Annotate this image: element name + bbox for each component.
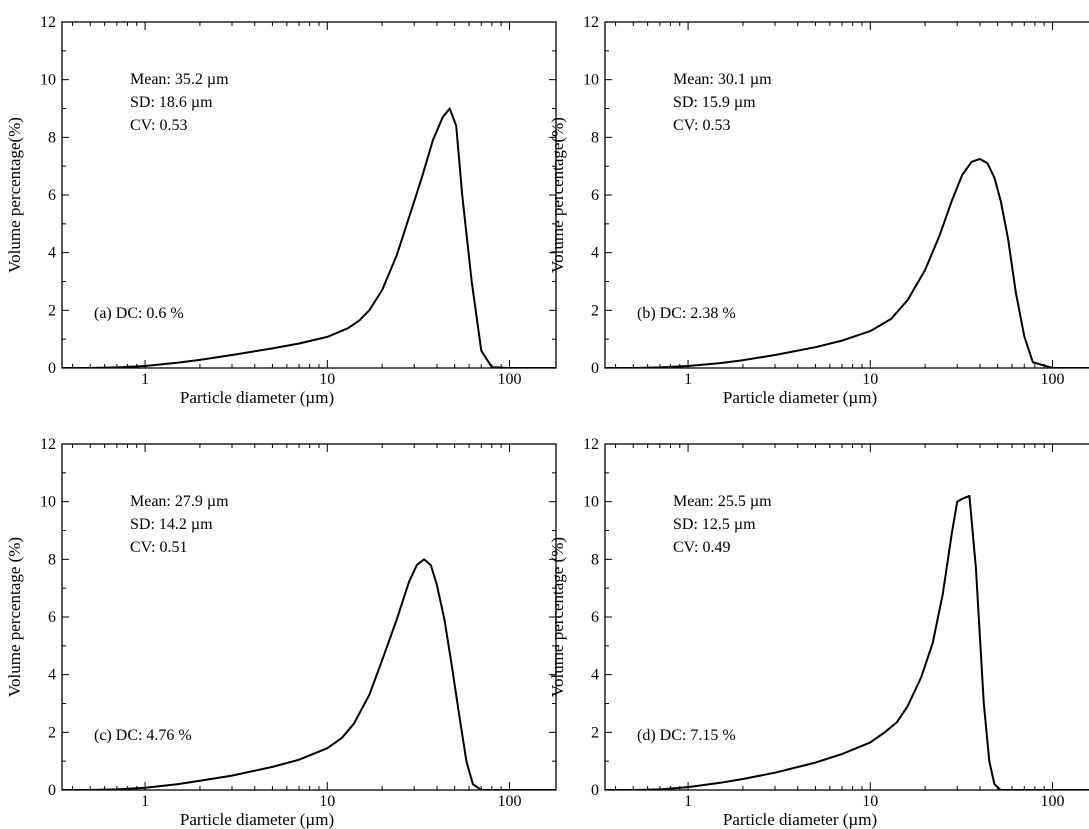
x-axis-label: Particle diameter (µm) — [180, 388, 334, 407]
panel-c: 0 2 4 6 8 10 12 1 10 100 Particle diameter (µm) Vol… — [5, 436, 557, 829]
distribution-curve — [605, 494, 1089, 790]
y-tick-label: 0 — [48, 360, 56, 377]
distribution-curve — [62, 107, 556, 368]
stats-annotation: Mean: 30.1 µm — [673, 71, 772, 88]
stats-annotation: Mean: 35.2 µm — [130, 71, 229, 88]
x-tick-label: 1 — [141, 371, 149, 388]
y-tick-label: 0 — [591, 360, 599, 377]
distribution-curve — [605, 158, 1089, 368]
x-tick-label: 100 — [497, 793, 521, 810]
dc-label: (b) DC: 2.38 % — [637, 305, 736, 322]
panel-a: 0 2 4 6 8 10 12 1 10 100 Particle diameter (µm) Vol… — [5, 14, 557, 407]
dc-label: (a) DC: 0.6 % — [94, 305, 184, 322]
x-axis-label: Particle diameter (µm) — [723, 810, 877, 829]
x-tick-label: 10 — [862, 371, 878, 388]
x-tick-label: 1 — [684, 371, 692, 388]
y-tick-label: 6 — [48, 609, 56, 626]
y-tick-label: 0 — [48, 782, 56, 799]
stats-annotation: Mean: 27.9 µm — [130, 493, 229, 510]
y-tick-label: 0 — [591, 782, 599, 799]
stats-annotation: SD: 18.6 µm — [130, 94, 213, 111]
y-tick-label: 10 — [583, 72, 599, 89]
dc-label: (d) DC: 7.15 % — [637, 727, 736, 744]
stats-annotation: SD: 12.5 µm — [673, 516, 756, 533]
y-axis-label: Volume percentage(%) — [5, 117, 24, 273]
y-tick-label: 10 — [583, 494, 599, 511]
y-tick-label: 4 — [48, 245, 56, 262]
y-axis-label: Volume percentage(%) — [548, 117, 567, 273]
x-tick-label: 100 — [497, 371, 521, 388]
y-tick-label: 2 — [48, 302, 56, 319]
y-tick-label: 8 — [591, 551, 599, 568]
y-tick-label: 2 — [591, 724, 599, 741]
y-tick-label: 4 — [591, 667, 599, 684]
x-tick-label: 100 — [1040, 793, 1064, 810]
stats-annotation: CV: 0.53 — [130, 117, 187, 134]
y-tick-label: 12 — [40, 14, 56, 31]
panel-d: 0 2 4 6 8 10 12 1 10 100 Particle diameter (µm) Vol… — [548, 436, 1089, 829]
y-tick-label: 2 — [591, 302, 599, 319]
x-tick-label: 10 — [862, 793, 878, 810]
y-tick-label: 12 — [40, 436, 56, 453]
x-tick-label: 10 — [319, 793, 335, 810]
y-tick-label: 8 — [48, 129, 56, 146]
y-tick-label: 4 — [591, 245, 599, 262]
distribution-curve — [62, 558, 556, 790]
y-axis-label: Volume percentage (%) — [5, 537, 24, 697]
x-tick-label: 1 — [684, 793, 692, 810]
stats-annotation: SD: 14.2 µm — [130, 516, 213, 533]
stats-annotation: SD: 15.9 µm — [673, 94, 756, 111]
y-tick-label: 6 — [48, 187, 56, 204]
y-tick-label: 12 — [583, 436, 599, 453]
y-tick-label: 8 — [591, 129, 599, 146]
y-axis-label: Volume percentage (%) — [548, 537, 567, 697]
y-tick-label: 2 — [48, 724, 56, 741]
dc-label: (c) DC: 4.76 % — [94, 727, 192, 744]
stats-annotation: CV: 0.51 — [130, 539, 187, 556]
x-axis-label: Particle diameter (µm) — [180, 810, 334, 829]
stats-annotation: CV: 0.53 — [673, 117, 730, 134]
y-tick-label: 10 — [40, 494, 56, 511]
panel-b: 0 2 4 6 8 10 12 1 10 100 Particle diameter (µm) Vol… — [548, 14, 1089, 407]
y-tick-label: 10 — [40, 72, 56, 89]
x-tick-label: 10 — [319, 371, 335, 388]
y-tick-label: 6 — [591, 187, 599, 204]
x-axis-label: Particle diameter (µm) — [723, 388, 877, 407]
y-tick-label: 6 — [591, 609, 599, 626]
y-tick-label: 8 — [48, 551, 56, 568]
stats-annotation: CV: 0.49 — [673, 539, 730, 556]
x-tick-label: 100 — [1040, 371, 1064, 388]
stats-annotation: Mean: 25.5 µm — [673, 493, 772, 510]
y-tick-label: 12 — [583, 14, 599, 31]
y-tick-label: 4 — [48, 667, 56, 684]
x-tick-label: 1 — [141, 793, 149, 810]
